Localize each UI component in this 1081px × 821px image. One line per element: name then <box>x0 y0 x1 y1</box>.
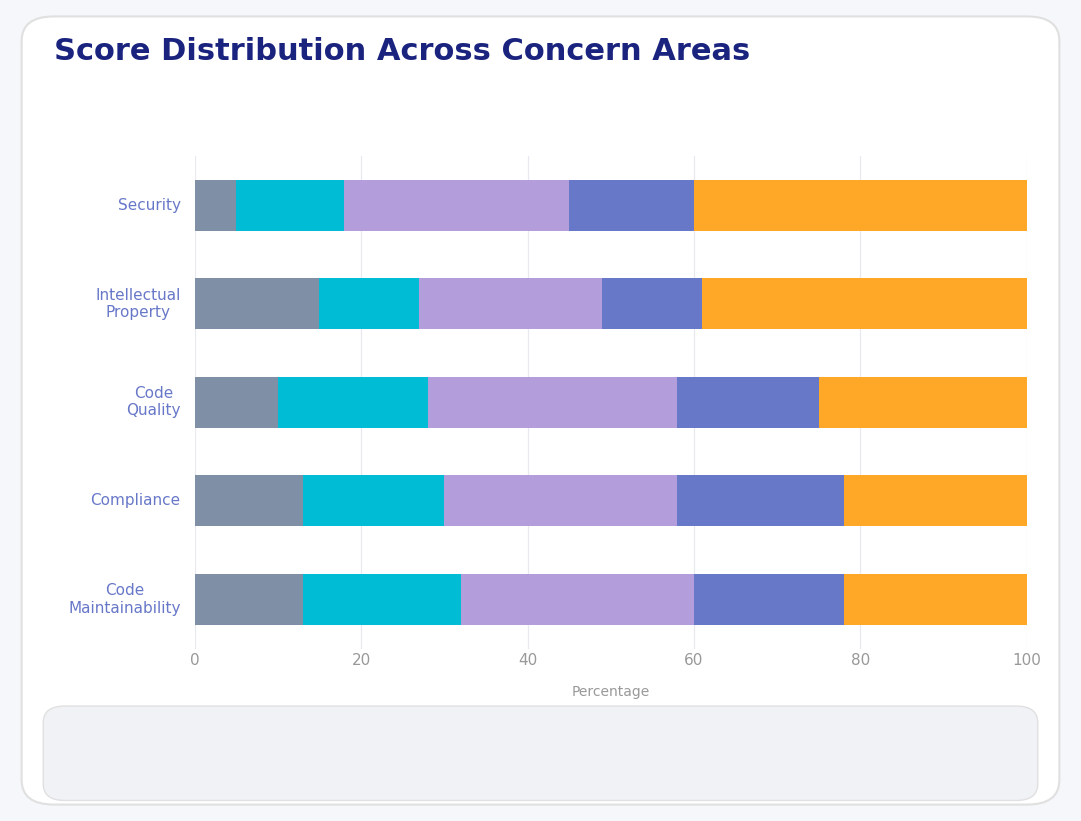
Bar <box>461 574 694 625</box>
Point <box>695 747 712 760</box>
Bar <box>678 377 819 428</box>
Bar <box>195 377 278 428</box>
Bar <box>819 377 1027 428</box>
Bar <box>320 278 419 329</box>
Point <box>401 747 418 760</box>
Bar <box>703 278 1027 329</box>
Bar <box>345 180 570 231</box>
Bar <box>602 278 703 329</box>
Text: 4.0: 4.0 <box>732 745 758 762</box>
Text: 3.0: 3.0 <box>584 745 611 762</box>
Bar <box>844 574 1027 625</box>
Point <box>253 747 270 760</box>
Bar <box>570 180 694 231</box>
Bar <box>195 475 303 526</box>
Bar <box>195 574 303 625</box>
Bar <box>303 475 444 526</box>
Text: 1.0: 1.0 <box>290 745 317 762</box>
Bar <box>303 574 461 625</box>
Text: Answers: Answers <box>103 745 188 762</box>
Bar <box>419 278 602 329</box>
Bar <box>195 180 236 231</box>
Text: 5.0: 5.0 <box>879 745 905 762</box>
Text: 2.0: 2.0 <box>437 745 464 762</box>
Bar <box>236 180 345 231</box>
Bar <box>278 377 428 428</box>
Bar <box>678 475 844 526</box>
Point <box>842 747 859 760</box>
Bar <box>844 475 1027 526</box>
Bar <box>195 278 320 329</box>
Bar <box>428 377 678 428</box>
Text: Score Distribution Across Concern Areas: Score Distribution Across Concern Areas <box>54 37 750 66</box>
X-axis label: Percentage: Percentage <box>572 685 650 699</box>
Bar <box>694 574 844 625</box>
Bar <box>694 180 1027 231</box>
Bar <box>444 475 678 526</box>
Point <box>548 747 565 760</box>
